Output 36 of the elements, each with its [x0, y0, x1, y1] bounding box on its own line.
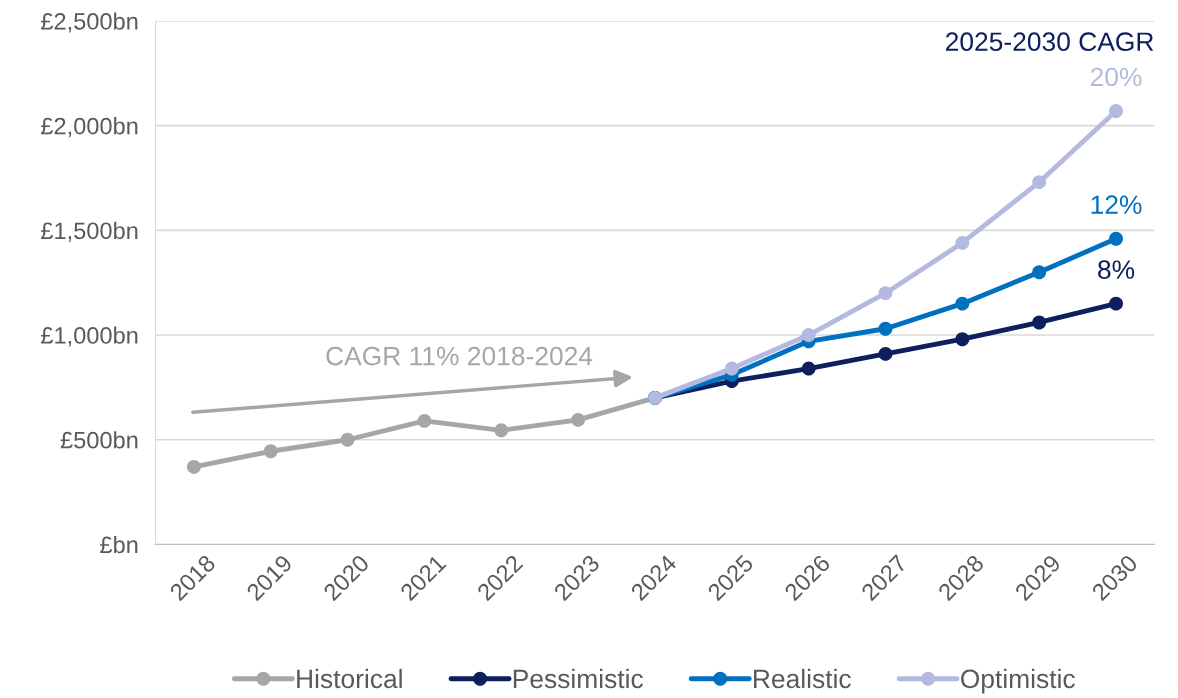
annotation: 20%: [1090, 67, 1142, 87]
point: [1032, 175, 1047, 190]
point: [417, 413, 432, 428]
annotation: 12%: [1091, 195, 1142, 214]
point: [571, 412, 586, 427]
point: [955, 296, 970, 311]
point: [724, 361, 739, 376]
point: [186, 460, 201, 474]
point: [878, 286, 893, 301]
annotation: 2025-2030 CAGR: [946, 32, 1154, 52]
legend-label: Realistic: [754, 668, 851, 689]
point: [340, 432, 355, 447]
point: [1109, 104, 1123, 118]
point: [801, 328, 816, 342]
point: [801, 361, 816, 376]
point: [1032, 315, 1047, 330]
point: [955, 332, 970, 347]
y-tick-label: £2,000bn: [41, 117, 138, 138]
point: [955, 235, 970, 250]
point: [494, 423, 509, 438]
point: [1109, 296, 1123, 311]
legend-label: Optimistic: [961, 668, 1075, 694]
legend-label: Pessimistic: [513, 668, 643, 689]
point: [878, 321, 893, 336]
point: [1109, 231, 1123, 246]
y-tick-label: £500bn: [60, 431, 138, 449]
annotation: 8%: [1098, 260, 1135, 279]
point: [263, 444, 278, 459]
annotation: CAGR 11% 2018-2024: [326, 346, 593, 366]
legend-label: Historical: [297, 668, 402, 689]
point: [878, 346, 893, 361]
y-tick-label: £1,500bn: [41, 221, 138, 242]
y-tick-label: £bn: [100, 535, 138, 554]
y-tick-label: £1,000bn: [41, 326, 138, 347]
y-tick-label: £2,500bn: [41, 12, 138, 33]
point: [1032, 265, 1047, 280]
